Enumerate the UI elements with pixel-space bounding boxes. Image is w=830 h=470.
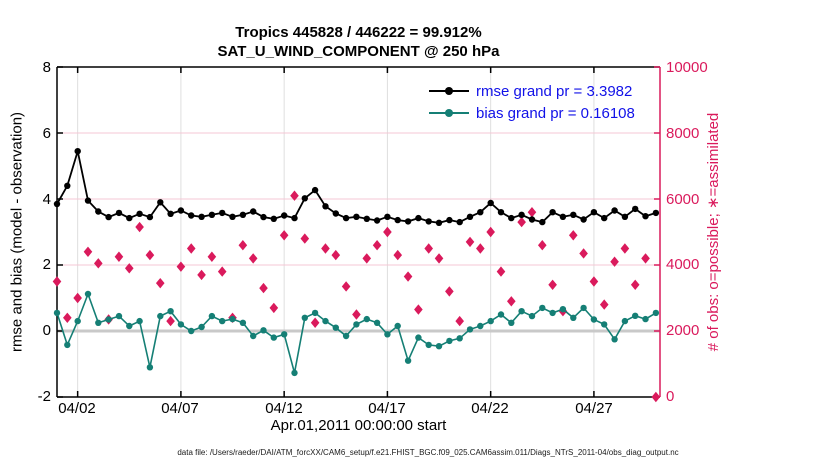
left-y-tick-label: -2 [37, 388, 51, 405]
x-tick-label: 04/12 [265, 400, 303, 417]
datafile-path: data file: /Users/raeder/DAI/ATM_forcXX/… [177, 448, 679, 457]
left-y-tick-label: 0 [42, 322, 51, 339]
left-y-tick-label: 8 [42, 59, 51, 76]
left-y-axis-label: rmse and bias (model - observation) [8, 111, 26, 353]
x-tick-label: 04/17 [368, 400, 406, 417]
x-tick-label: 04/22 [471, 400, 509, 417]
left-y-tick-label: 6 [42, 125, 51, 142]
x-tick-label: 04/07 [161, 400, 199, 417]
figure-title-line2: SAT_U_WIND_COMPONENT @ 250 hPa [217, 43, 500, 60]
figure-title-line1: Tropics 445828 / 446222 = 99.912% [235, 24, 482, 41]
rmse-line-sample [429, 87, 469, 95]
right-y-tick-label: 6000 [666, 191, 700, 208]
rmse-marker-icon [445, 87, 453, 95]
left-y-tick-label: 4 [42, 191, 51, 208]
right-y-tick-label: 8000 [666, 125, 700, 142]
right-y-tick-label: 2000 [666, 322, 700, 339]
legend-item-bias: bias grand pr = 0.16108 [429, 102, 635, 124]
x-axis-label: Apr.01,2011 00:00:00 start [270, 417, 447, 434]
legend: rmse grand pr = 3.3982 bias grand pr = 0… [429, 80, 635, 124]
x-tick-label: 04/02 [58, 400, 96, 417]
right-y-tick-label: 10000 [666, 59, 708, 76]
legend-label-bias: bias grand pr = 0.16108 [476, 104, 635, 122]
x-tick-label: 04/27 [575, 400, 613, 417]
legend-label-rmse: rmse grand pr = 3.3982 [476, 82, 633, 100]
bias-line-sample [429, 109, 469, 117]
left-y-tick-label: 2 [42, 256, 51, 273]
right-y-tick-label: 4000 [666, 256, 700, 273]
legend-item-rmse: rmse grand pr = 3.3982 [429, 80, 635, 102]
right-y-axis-label: # of obs: o=possible; ∗=assimilated [705, 112, 722, 352]
right-y-tick-label: 0 [666, 388, 675, 405]
bias-marker-icon [445, 109, 453, 117]
